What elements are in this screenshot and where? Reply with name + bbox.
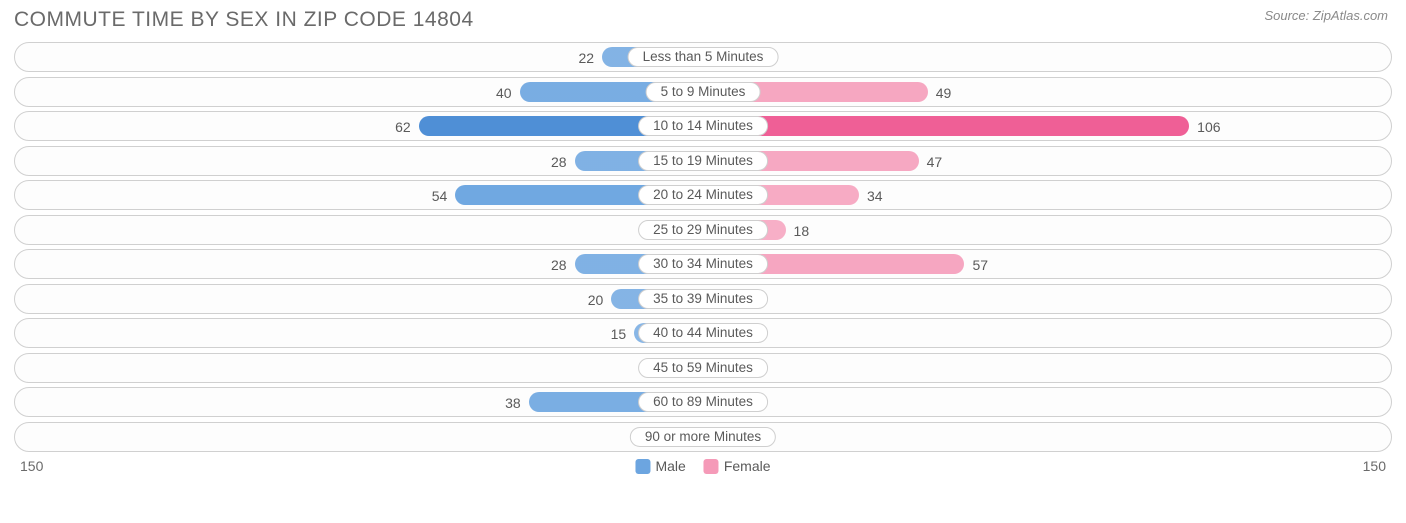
chart-row: 20535 to 39 Minutes xyxy=(14,284,1392,314)
category-label: 15 to 19 Minutes xyxy=(638,151,768,171)
category-label: 35 to 39 Minutes xyxy=(638,289,768,309)
category-label: 45 to 59 Minutes xyxy=(638,358,768,378)
male-value: 28 xyxy=(551,147,575,177)
male-value: 40 xyxy=(496,78,520,108)
female-value: 18 xyxy=(786,216,810,246)
female-value: 34 xyxy=(859,181,883,211)
chart-row: 40 49 5 to 9 Minutes xyxy=(14,77,1392,107)
legend-female: Female xyxy=(704,458,771,474)
chart-footer: 150 Male Female 150 xyxy=(14,456,1392,484)
axis-max-left: 150 xyxy=(20,458,43,474)
legend-male: Male xyxy=(635,458,685,474)
female-swatch xyxy=(704,459,719,474)
legend: Male Female xyxy=(635,458,770,474)
chart-row: 5345 to 59 Minutes xyxy=(14,353,1392,383)
chart-row: 54 34 20 to 24 Minutes xyxy=(14,180,1392,210)
male-value: 54 xyxy=(432,181,456,211)
female-value: 49 xyxy=(928,78,952,108)
female-value: 106 xyxy=(1189,112,1220,142)
category-label: 30 to 34 Minutes xyxy=(638,254,768,274)
male-value: 20 xyxy=(588,285,612,315)
male-value: 62 xyxy=(395,112,419,142)
chart-row: 71825 to 29 Minutes xyxy=(14,215,1392,245)
chart-row: 38260 to 89 Minutes xyxy=(14,387,1392,417)
male-value: 28 xyxy=(551,250,575,280)
category-label: 40 to 44 Minutes xyxy=(638,323,768,343)
category-label: 25 to 29 Minutes xyxy=(638,220,768,240)
chart-row: 28 57 30 to 34 Minutes xyxy=(14,249,1392,279)
chart-title: COMMUTE TIME BY SEX IN ZIP CODE 14804 xyxy=(14,8,474,32)
category-label: Less than 5 Minutes xyxy=(628,47,779,67)
female-value: 57 xyxy=(964,250,988,280)
source-attribution: Source: ZipAtlas.com xyxy=(1264,8,1388,23)
chart-row: 10490 or more Minutes xyxy=(14,422,1392,452)
female-value: 47 xyxy=(919,147,943,177)
category-label: 90 or more Minutes xyxy=(630,427,776,447)
male-value: 15 xyxy=(611,319,635,349)
category-label: 5 to 9 Minutes xyxy=(646,82,761,102)
category-label: 20 to 24 Minutes xyxy=(638,185,768,205)
legend-female-label: Female xyxy=(724,458,771,474)
chart-row: 28 47 15 to 19 Minutes xyxy=(14,146,1392,176)
male-value: 38 xyxy=(505,388,529,418)
axis-max-right: 150 xyxy=(1363,458,1386,474)
legend-male-label: Male xyxy=(655,458,685,474)
chart-row: 226Less than 5 Minutes xyxy=(14,42,1392,72)
male-value: 22 xyxy=(579,43,603,73)
chart-row: 62 106 10 to 14 Minutes xyxy=(14,111,1392,141)
category-label: 60 to 89 Minutes xyxy=(638,392,768,412)
category-label: 10 to 14 Minutes xyxy=(638,116,768,136)
chart-area: 226Less than 5 Minutes 40 49 5 to 9 Minutes… xyxy=(0,38,1406,452)
chart-row: 15440 to 44 Minutes xyxy=(14,318,1392,348)
female-bar xyxy=(703,116,1189,136)
male-swatch xyxy=(635,459,650,474)
